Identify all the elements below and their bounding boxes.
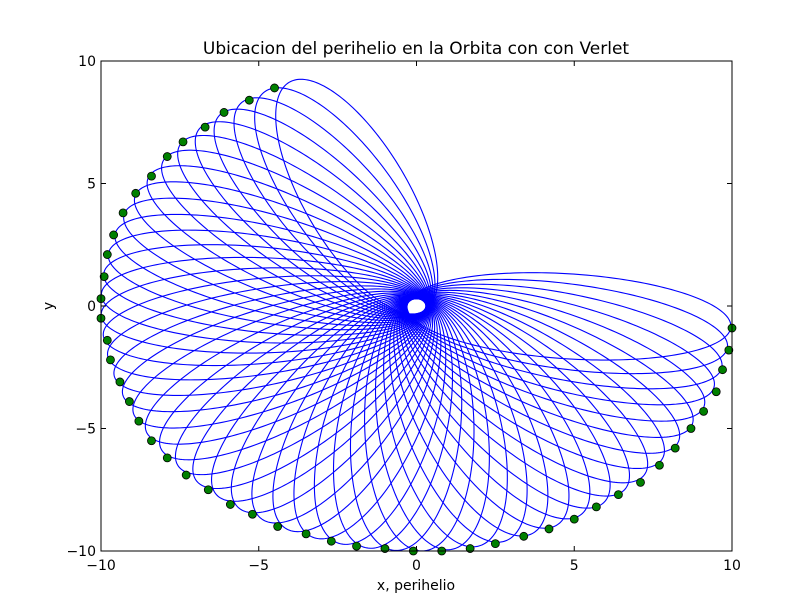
x-tick-label: 0 [412, 558, 421, 574]
perihelion-marker [519, 531, 529, 541]
chart-title: Ubicacion del perihelio en la Orbita con… [203, 39, 630, 59]
y-tick-label: 0 [87, 299, 96, 315]
perihelion-marker [115, 377, 125, 387]
perihelion-marker [273, 522, 283, 531]
perihelion-marker [301, 529, 311, 539]
y-tick-label: −5 [75, 422, 96, 438]
perihelion-marker [718, 365, 727, 375]
perihelion-marker [147, 171, 156, 181]
perihelion-marker [591, 502, 601, 512]
perihelion-marker [162, 152, 172, 161]
perihelion-marker [711, 387, 721, 397]
y-axis-label: y [41, 302, 57, 310]
perihelion-marker [569, 514, 579, 524]
perihelion-marker [490, 539, 500, 549]
perihelion-marker [178, 137, 188, 147]
perihelion-marker [181, 470, 191, 480]
perihelion-marker [225, 500, 235, 509]
perihelion-marker [124, 397, 134, 406]
perihelion-marker [248, 509, 257, 519]
perihelion-marker [670, 443, 680, 453]
y-axis-ticks: −10 −5 0 5 10 [66, 54, 732, 560]
perihelion-marker [162, 453, 172, 463]
marker-series [96, 83, 737, 556]
perihelion-marker [134, 416, 144, 426]
x-axis-ticks: −10 −5 0 5 10 [86, 61, 741, 574]
perihelion-marker [147, 436, 156, 446]
perihelion-marker [109, 230, 119, 240]
perihelion-marker [326, 536, 336, 546]
y-tick-label: 10 [78, 54, 96, 70]
perihelion-marker [544, 524, 554, 534]
perihelion-marker [636, 477, 645, 487]
perihelion-marker [118, 208, 128, 218]
perihelion-marker [131, 188, 141, 198]
perihelion-marker [614, 490, 623, 500]
perihelion-marker [655, 460, 664, 470]
perihelion-marker [352, 541, 361, 551]
x-tick-label: 5 [570, 558, 579, 574]
perihelion-marker [106, 355, 115, 365]
perihelion-marker [102, 250, 112, 259]
perihelion-marker [219, 108, 229, 117]
x-axis-label: x, perihelio [377, 578, 455, 594]
y-tick-label: 5 [87, 177, 96, 193]
perihelion-marker [99, 272, 109, 282]
x-tick-label: −5 [248, 558, 269, 574]
perihelion-marker [200, 122, 210, 132]
perihelion-marker [270, 83, 279, 93]
perihelion-marker [102, 335, 112, 345]
perihelion-marker [244, 95, 254, 105]
perihelion-marker [724, 345, 734, 355]
x-tick-label: 10 [723, 558, 741, 574]
x-tick-label: −10 [86, 558, 116, 574]
orbit-line [406, 272, 732, 361]
y-tick-label: −10 [66, 544, 96, 560]
perihelion-marker [203, 485, 213, 495]
perihelion-marker [686, 424, 696, 433]
perihelion-marker [699, 406, 709, 416]
orbit-series [101, 78, 732, 551]
